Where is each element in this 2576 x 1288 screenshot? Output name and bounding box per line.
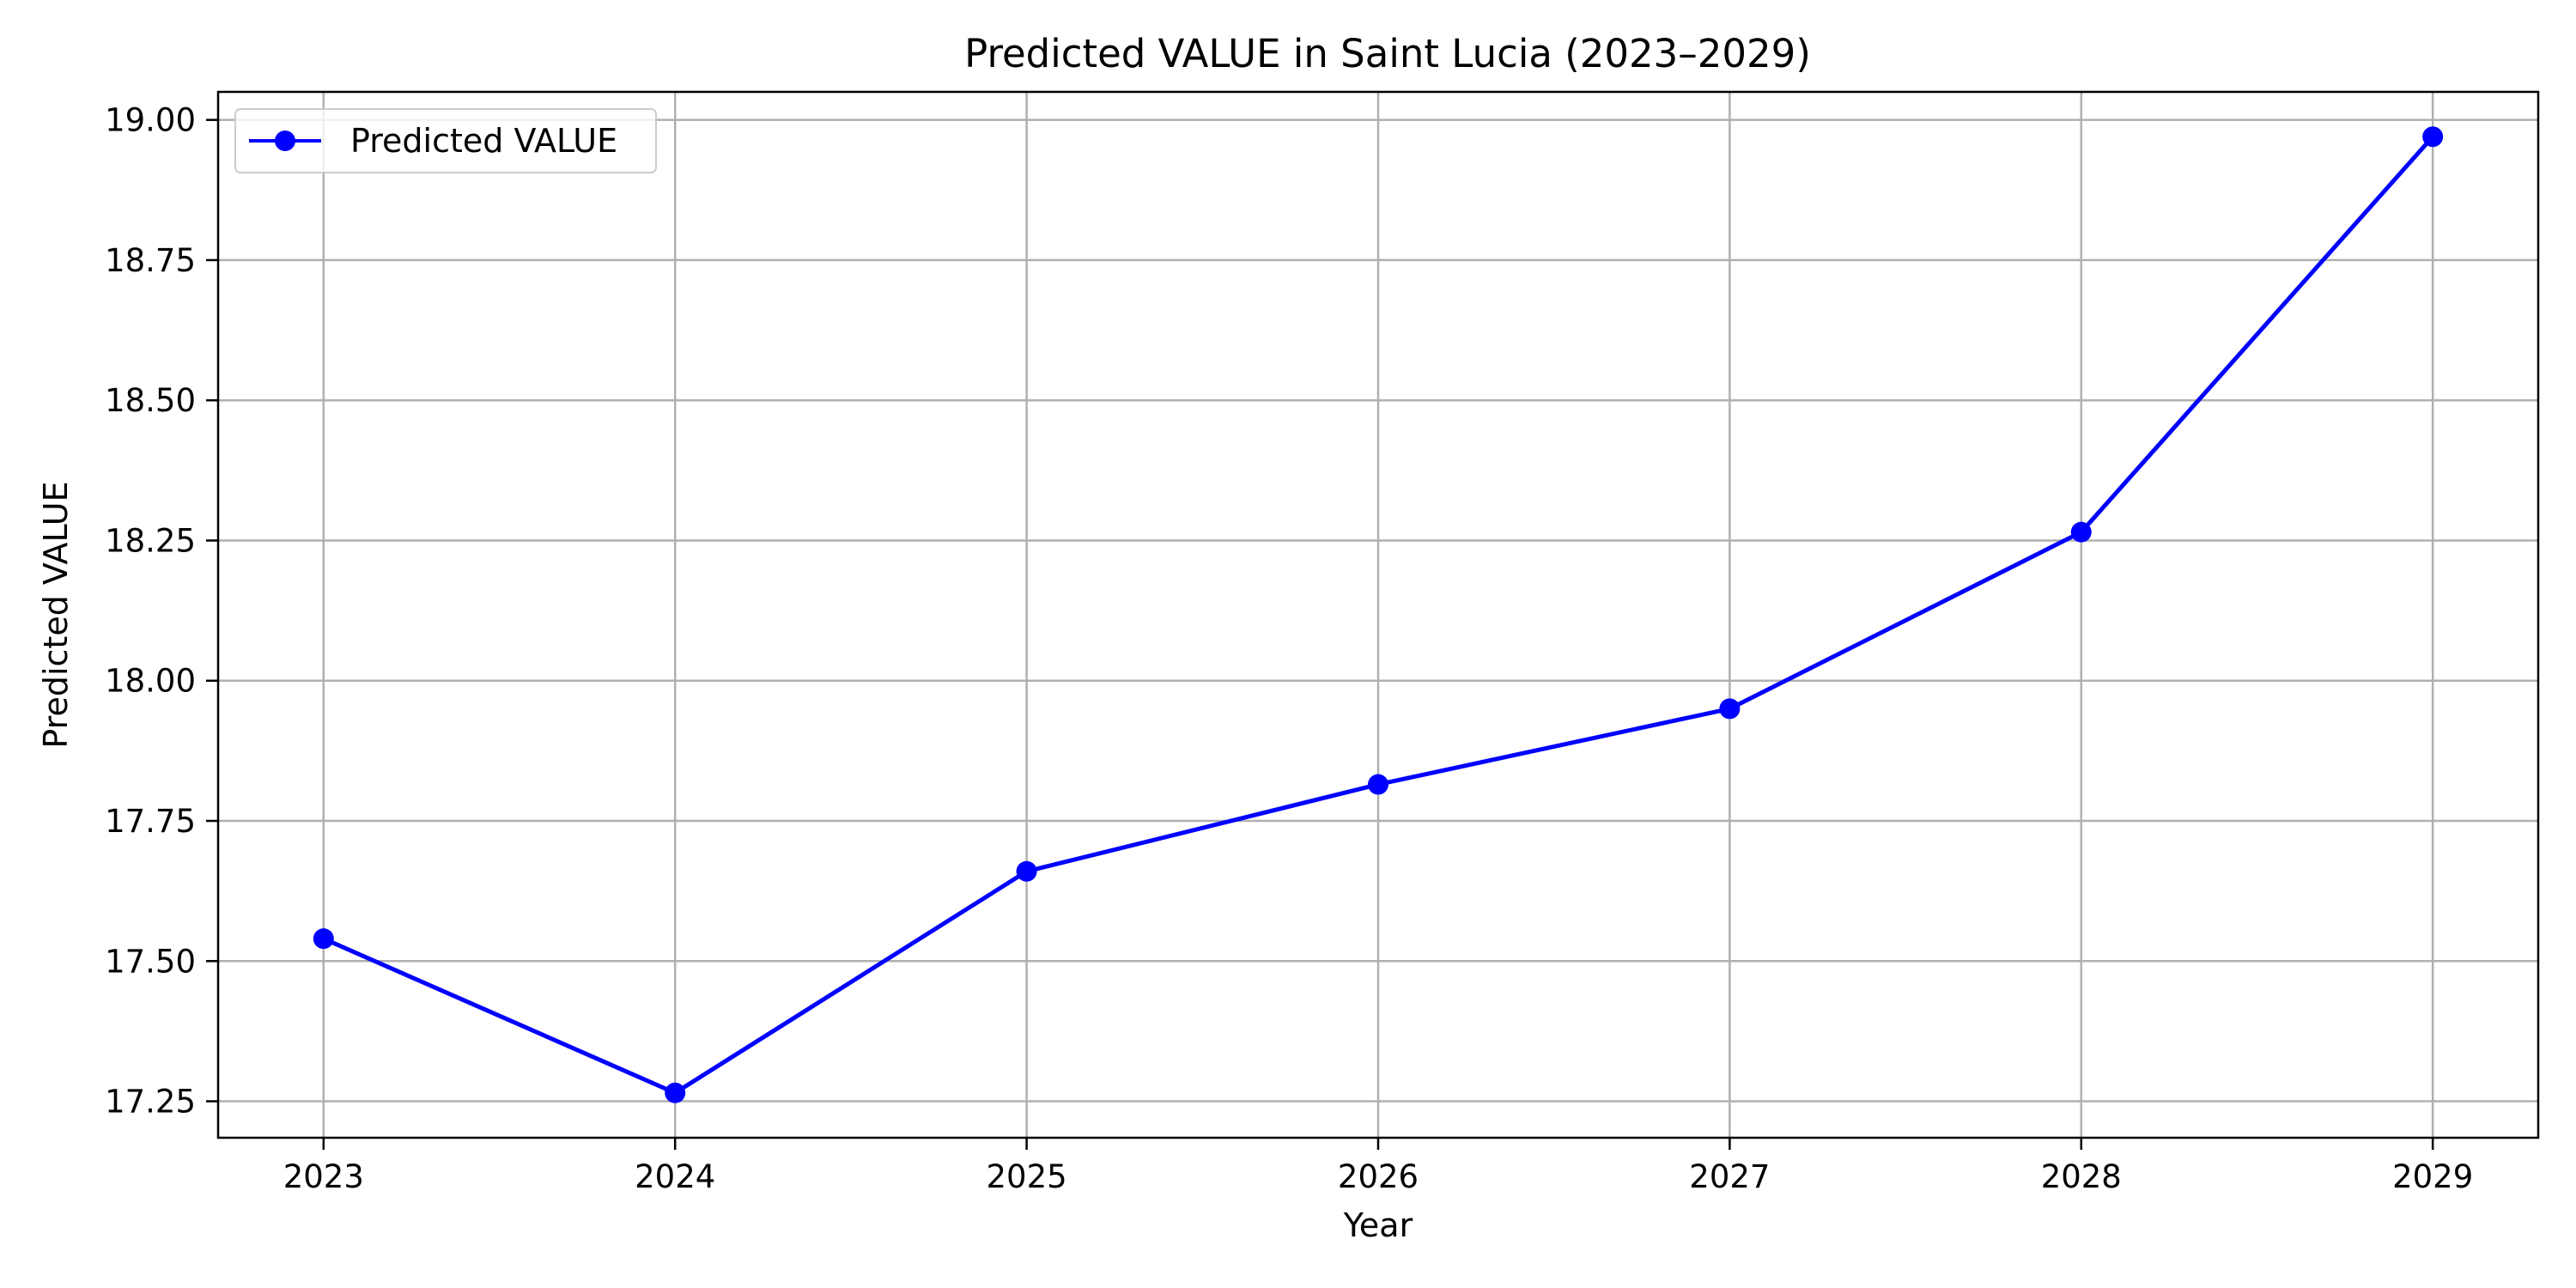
y-tick-label: 19.00 [105,102,196,139]
y-axis-label: Predicted VALUE [37,481,75,748]
data-point [665,1082,686,1103]
data-point [2422,126,2444,148]
x-tick-label: 2029 [2392,1158,2473,1195]
legend-box [234,108,657,173]
x-axis-label: Year [1343,1206,1413,1244]
x-tick-label: 2028 [2041,1158,2122,1195]
x-tick-label: 2023 [283,1158,364,1195]
y-tick-label: 17.25 [105,1084,196,1121]
y-axis: 17.25 17.50 17.75 18.00 18.25 18.50 18.75 19.00 [105,102,218,1121]
legend-marker-swatch [275,131,295,151]
y-tick-label: 18.75 [105,242,196,279]
series-layer [313,126,2444,1103]
x-tick-label: 2026 [1338,1158,1419,1195]
y-tick-label: 17.75 [105,803,196,840]
y-tick-label: 18.00 [105,663,196,700]
x-tick-label: 2027 [1689,1158,1770,1195]
chart-title: Predicted VALUE in Saint Lucia (2023–202… [964,31,1811,76]
y-tick-label: 17.50 [105,943,196,980]
data-point [313,928,334,950]
y-tick-label: 18.50 [105,382,196,419]
x-axis: 2023 2024 2025 2026 2027 2028 2029 [283,1138,2473,1195]
data-point [1368,774,1388,795]
y-tick-label: 18.25 [105,522,196,559]
legend-label: Predicted VALUE [350,122,617,160]
data-point [1016,860,1037,882]
x-tick-label: 2024 [635,1158,715,1195]
data-point [2070,521,2092,543]
legend: Predicted VALUE [234,108,657,173]
data-point [1719,698,1741,720]
x-tick-label: 2025 [987,1158,1067,1195]
